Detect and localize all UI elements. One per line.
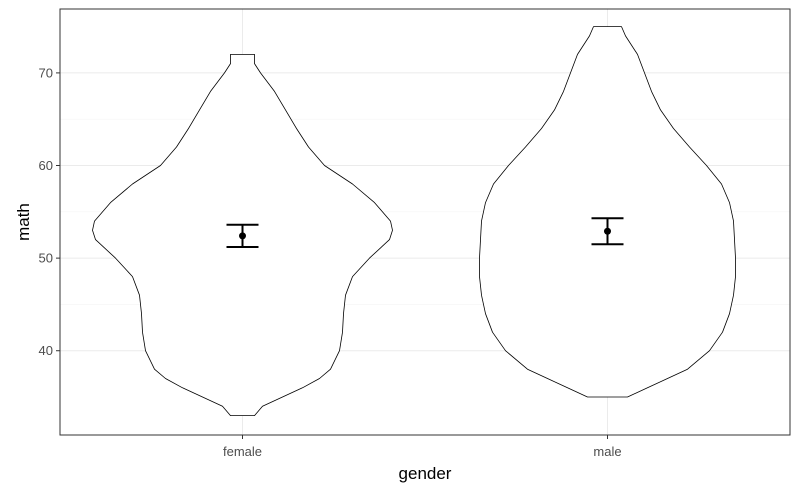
- y-tick-label: 40: [39, 343, 53, 358]
- mean-point-male: [604, 227, 611, 235]
- y-tick-label: 50: [39, 251, 53, 266]
- y-tick-label: 70: [39, 65, 53, 80]
- violin-male: [479, 26, 736, 398]
- mean-point-female: [239, 232, 246, 240]
- mean-points: [239, 227, 611, 240]
- x-axis-title: gender: [399, 464, 452, 483]
- y-tick-label: 60: [39, 158, 53, 173]
- x-tick-label-male: male: [593, 444, 621, 459]
- axis-ticks: [56, 72, 608, 439]
- x-tick-label-female: female: [223, 444, 262, 459]
- x-tick-labels: female male: [223, 444, 622, 459]
- panel-border: [59, 8, 791, 436]
- y-tick-labels: 40 50 60 70: [39, 65, 53, 358]
- y-axis-title: math: [14, 203, 33, 241]
